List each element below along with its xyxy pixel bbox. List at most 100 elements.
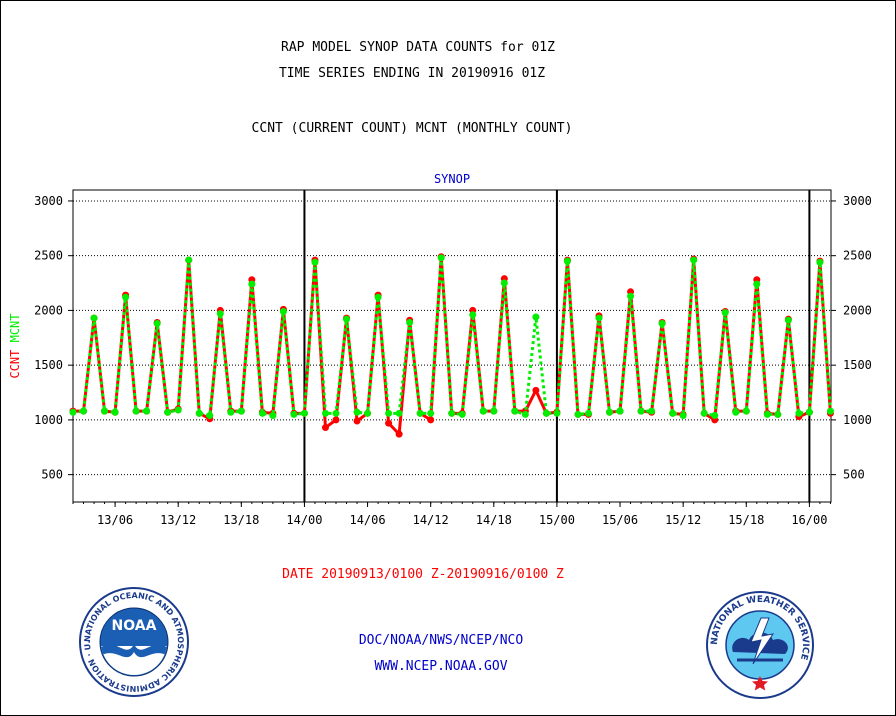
data-point-mcnt xyxy=(500,279,508,287)
data-point-mcnt xyxy=(742,407,750,415)
data-point-mcnt xyxy=(774,410,782,418)
data-point-mcnt xyxy=(606,408,614,416)
data-point-mcnt xyxy=(616,407,624,415)
data-point-mcnt xyxy=(763,410,771,418)
data-point-mcnt xyxy=(784,316,792,324)
y-tick-label-left: 1000 xyxy=(34,413,63,427)
y-tick-label-left: 2000 xyxy=(34,303,63,317)
data-point-mcnt xyxy=(80,407,88,415)
data-point-mcnt xyxy=(690,256,698,264)
data-point-mcnt xyxy=(300,409,308,417)
data-point-ccnt xyxy=(427,416,435,424)
noaa-logo: NATIONAL OCEANIC AND ATMOSPHERIC ADMINIS… xyxy=(78,586,189,697)
data-point-mcnt xyxy=(490,407,498,415)
data-point-mcnt xyxy=(311,258,319,266)
x-tick-label: 14/00 xyxy=(286,513,322,527)
y-tick-label-left: 2500 xyxy=(34,249,63,263)
data-point-mcnt xyxy=(469,311,477,319)
data-point-ccnt xyxy=(321,424,329,432)
data-point-mcnt xyxy=(122,293,130,301)
data-point-mcnt xyxy=(416,409,424,417)
data-point-mcnt xyxy=(132,407,140,415)
data-point-ccnt xyxy=(385,419,393,427)
data-point-mcnt xyxy=(511,407,519,415)
y-tick-label-left: 500 xyxy=(41,468,63,482)
data-point-mcnt xyxy=(406,318,414,326)
data-point-mcnt xyxy=(437,254,445,262)
data-point-mcnt xyxy=(532,313,540,321)
data-point-mcnt xyxy=(637,407,645,415)
x-tick-label: 14/12 xyxy=(413,513,449,527)
noaa-logo-text: NOAA xyxy=(112,618,157,634)
data-point-mcnt xyxy=(143,407,151,415)
agency-label: DOC/NOAA/NWS/NCEP/NCO xyxy=(358,633,524,648)
y-tick-label-right: 2500 xyxy=(843,249,872,263)
data-point-ccnt xyxy=(332,416,340,424)
data-point-mcnt xyxy=(479,407,487,415)
y-tick-label-right: 1000 xyxy=(843,413,872,427)
x-tick-label: 15/12 xyxy=(665,513,701,527)
data-point-mcnt xyxy=(90,314,98,322)
chart-subtitle: CCNT (CURRENT COUNT) MCNT (MONTHLY COUNT… xyxy=(251,121,573,136)
data-point-mcnt xyxy=(258,409,266,417)
data-point-mcnt xyxy=(101,407,109,415)
data-point-mcnt xyxy=(700,409,708,417)
data-point-mcnt xyxy=(584,409,592,417)
data-point-ccnt xyxy=(532,386,540,394)
y-tick-label-right: 500 xyxy=(843,468,865,482)
data-point-mcnt xyxy=(195,409,203,417)
data-point-mcnt xyxy=(216,310,224,318)
data-point-mcnt xyxy=(627,292,635,300)
data-point-mcnt xyxy=(69,408,77,416)
data-point-mcnt xyxy=(279,308,287,316)
data-point-mcnt xyxy=(753,280,761,288)
y-tick-label-right: 2000 xyxy=(843,303,872,317)
data-point-mcnt xyxy=(595,314,603,322)
data-point-mcnt xyxy=(321,409,329,417)
red-star-icon xyxy=(752,676,768,691)
data-point-mcnt xyxy=(153,320,161,328)
data-point-mcnt xyxy=(805,408,813,416)
x-tick-label: 14/06 xyxy=(349,513,385,527)
data-point-mcnt xyxy=(237,407,245,415)
data-point-mcnt xyxy=(185,256,193,264)
data-point-mcnt xyxy=(732,408,740,416)
website-link[interactable]: WWW.NCEP.NOAA.GOV xyxy=(374,659,508,674)
data-point-mcnt xyxy=(826,407,834,415)
y-axis-label: CCNT MCNT xyxy=(8,313,22,378)
data-point-mcnt xyxy=(353,408,361,416)
data-point-mcnt xyxy=(111,408,119,416)
page-title-line2: TIME SERIES ENDING IN 20190916 01Z xyxy=(278,66,546,81)
data-point-mcnt xyxy=(795,409,803,417)
data-point-mcnt xyxy=(427,409,435,417)
page-title-line1: RAP MODEL SYNOP DATA COUNTS for 01Z xyxy=(281,40,555,55)
nws-logo: NATIONAL WEATHER SERVICE xyxy=(706,591,814,699)
x-tick-label: 16/00 xyxy=(791,513,827,527)
data-point-mcnt xyxy=(542,409,550,417)
y-tick-label-left: 1500 xyxy=(34,358,63,372)
data-point-mcnt xyxy=(521,410,529,418)
x-tick-label: 13/18 xyxy=(223,513,259,527)
data-point-mcnt xyxy=(174,406,182,414)
data-point-mcnt xyxy=(648,407,656,415)
data-point-mcnt xyxy=(395,409,403,417)
data-point-mcnt xyxy=(248,280,256,288)
data-point-mcnt xyxy=(164,408,172,416)
data-point-mcnt xyxy=(816,258,824,266)
x-tick-label: 13/06 xyxy=(97,513,133,527)
x-tick-label: 15/06 xyxy=(602,513,638,527)
data-point-mcnt xyxy=(721,309,729,317)
data-point-mcnt xyxy=(374,293,382,301)
data-point-ccnt xyxy=(395,430,403,438)
data-point-mcnt xyxy=(227,408,235,416)
x-tick-label: 15/00 xyxy=(539,513,575,527)
date-range-label: DATE 20190913/0100 Z-20190916/0100 Z xyxy=(282,567,564,582)
y-tick-label-left: 3000 xyxy=(34,194,63,208)
data-point-mcnt xyxy=(553,409,561,417)
x-tick-label: 14/18 xyxy=(476,513,512,527)
data-point-mcnt xyxy=(679,412,687,420)
data-point-mcnt xyxy=(563,257,571,265)
data-point-mcnt xyxy=(206,412,214,420)
data-point-mcnt xyxy=(269,412,277,420)
y-tick-label-right: 3000 xyxy=(843,194,872,208)
